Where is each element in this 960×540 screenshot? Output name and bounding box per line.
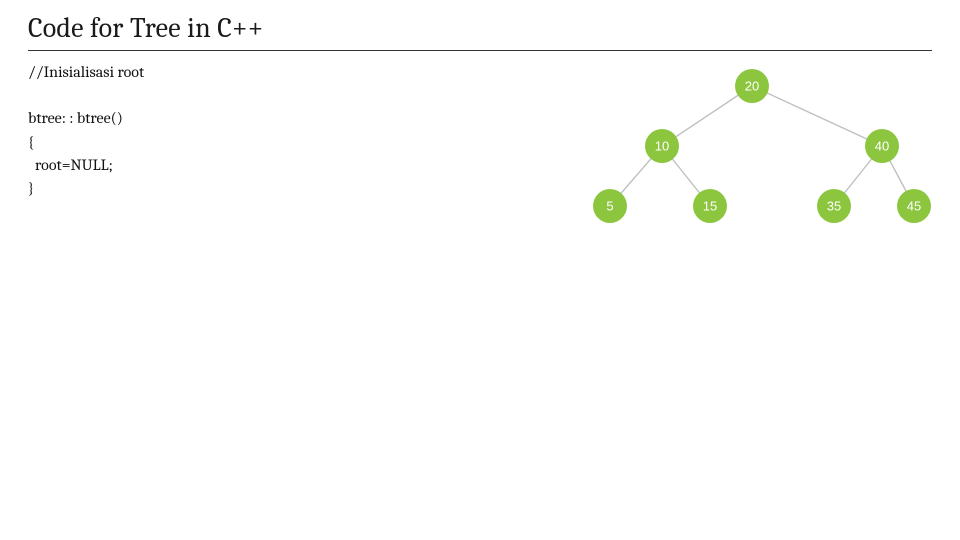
code-line: { — [28, 133, 34, 151]
code-line: btree: : btree() — [28, 109, 123, 127]
tree-node-label: 35 — [827, 199, 841, 214]
tree-node: 20 — [735, 69, 769, 103]
page-title: Code for Tree in C++ — [28, 12, 932, 51]
tree-node: 15 — [693, 189, 727, 223]
code-comment: //Inisialisasi root — [28, 63, 144, 81]
code-line: root=NULL; — [28, 156, 113, 174]
tree-node: 45 — [897, 189, 931, 223]
binary-tree-diagram: 20 10 40 5 15 35 45 — [562, 62, 942, 232]
tree-node-label: 45 — [907, 199, 921, 214]
tree-edge — [752, 86, 882, 146]
tree-node-label: 10 — [655, 139, 669, 154]
tree-node-label: 15 — [703, 199, 717, 214]
code-line: } — [28, 179, 34, 197]
slide: Code for Tree in C++ //Inisialisasi root… — [0, 0, 960, 540]
tree-nodes: 20 10 40 5 15 35 45 — [593, 69, 931, 223]
tree-node: 35 — [817, 189, 851, 223]
tree-node: 10 — [645, 129, 679, 163]
tree-node-label: 5 — [606, 199, 613, 214]
tree-node-label: 40 — [875, 139, 889, 154]
tree-node: 5 — [593, 189, 627, 223]
tree-node: 40 — [865, 129, 899, 163]
tree-node-label: 20 — [745, 79, 759, 94]
